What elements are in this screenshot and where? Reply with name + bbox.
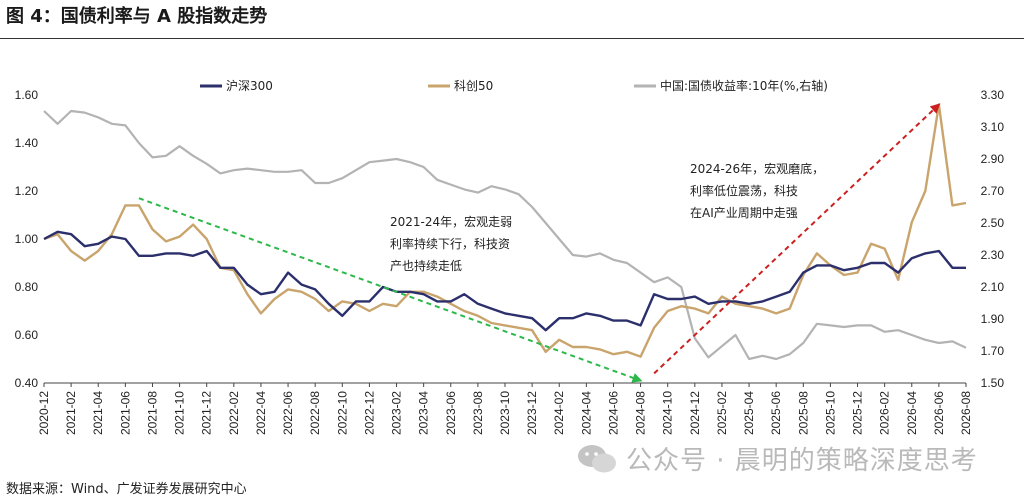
x-tick-label: 2025-02 [715, 391, 729, 435]
x-tick-label: 2026-06 [932, 391, 946, 435]
x-tick-label: 2023-12 [525, 391, 539, 435]
left-y-tick-label: 0.80 [15, 280, 39, 294]
annotation-2024-26-line: 2024-26年，宏观磨底， [690, 161, 824, 176]
x-tick-label: 2024-08 [634, 391, 648, 435]
x-tick-label: 2024-12 [688, 391, 702, 435]
x-tick-label: 2024-06 [606, 391, 620, 435]
x-tick-label: 2022-02 [227, 391, 241, 435]
x-tick-label: 2022-12 [362, 391, 376, 435]
x-tick-label: 2021-04 [91, 391, 105, 435]
x-tick-label: 2022-10 [335, 391, 349, 435]
x-tick-label: 2022-04 [254, 391, 268, 435]
watermark-text: 公众号 · 晨明的策略深度思考 [626, 446, 978, 476]
x-tick-label: 2025-04 [742, 391, 756, 435]
x-tick-label: 2021-02 [64, 391, 78, 435]
figure-title: 图 4：国债利率与 A 股指数走势 [6, 6, 268, 27]
x-tick-label: 2025-10 [823, 391, 837, 435]
right-y-tick-label: 2.70 [981, 184, 1005, 198]
downtrend-arrow [138, 197, 643, 383]
x-tick-label: 2020-12 [37, 391, 51, 435]
right-y-tick-label: 3.10 [981, 120, 1005, 134]
series-line-2 [43, 109, 967, 361]
x-tick-label: 2023-08 [471, 391, 485, 435]
x-tick-label: 2025-08 [796, 391, 810, 435]
watermark: 公众号 · 晨明的策略深度思考 [576, 440, 978, 477]
right-y-tick-label: 2.50 [981, 216, 1005, 230]
legend-label-1: 科创50 [454, 79, 493, 93]
left-y-tick-label: 0.40 [15, 376, 39, 390]
x-tick-label: 2023-10 [498, 391, 512, 435]
legend-label-2: 中国:国债收益率:10年(%,右轴) [660, 78, 828, 93]
left-y-tick-label: 1.00 [15, 232, 39, 246]
wechat-icon [578, 444, 616, 472]
x-tick-label: 2024-04 [579, 391, 593, 435]
x-tick-label: 2024-02 [552, 391, 566, 435]
x-tick-label: 2021-08 [145, 391, 159, 435]
x-tick-label: 2021-12 [200, 391, 214, 435]
x-tick-label: 2024-10 [661, 391, 675, 435]
title-divider [0, 38, 1024, 39]
series-line-1 [43, 103, 967, 358]
source-note: 数据来源：Wind、广发证券发展研究中心 [6, 482, 247, 497]
uptrend-arrow [653, 103, 941, 375]
annotation-2024-26-line: 利率低位震荡，科技 [690, 183, 798, 198]
x-tick-label: 2022-06 [281, 391, 295, 435]
x-tick-label: 2023-06 [444, 391, 458, 435]
x-tick-label: 2026-02 [878, 391, 892, 435]
series-line-0 [43, 230, 966, 332]
right-y-tick-label: 1.70 [981, 344, 1005, 358]
x-tick-label: 2021-06 [118, 391, 132, 435]
x-tick-label: 2021-10 [173, 391, 187, 435]
left-y-tick-label: 1.60 [15, 88, 39, 102]
annotation-2024-26-line: 在AI产业周期中走强 [690, 205, 798, 220]
annotation-2021-24-line: 产也持续走低 [390, 258, 462, 273]
right-y-tick-label: 2.30 [981, 248, 1005, 262]
annotation-2021-24-line: 2021-24年，宏观走弱 [390, 214, 512, 229]
x-tick-label: 2025-06 [769, 391, 783, 435]
right-y-tick-label: 1.90 [981, 312, 1005, 326]
x-tick-label: 2026-08 [959, 391, 973, 435]
annotation-2021-24-line: 利率持续下行，科技资 [390, 236, 510, 251]
legend-label-0: 沪深300 [226, 79, 273, 93]
left-y-tick-label: 1.20 [15, 184, 39, 198]
x-tick-label: 2023-04 [417, 391, 431, 435]
right-y-tick-label: 1.50 [981, 376, 1005, 390]
left-y-tick-label: 1.40 [15, 136, 39, 150]
right-y-tick-label: 2.90 [981, 152, 1005, 166]
right-y-tick-label: 3.30 [981, 88, 1005, 102]
x-tick-label: 2025-12 [851, 391, 865, 435]
x-tick-label: 2022-08 [308, 391, 322, 435]
left-y-tick-label: 0.60 [15, 328, 39, 342]
x-tick-label: 2023-02 [390, 391, 404, 435]
right-y-tick-label: 2.10 [981, 280, 1005, 294]
x-tick-label: 2026-04 [905, 391, 919, 435]
